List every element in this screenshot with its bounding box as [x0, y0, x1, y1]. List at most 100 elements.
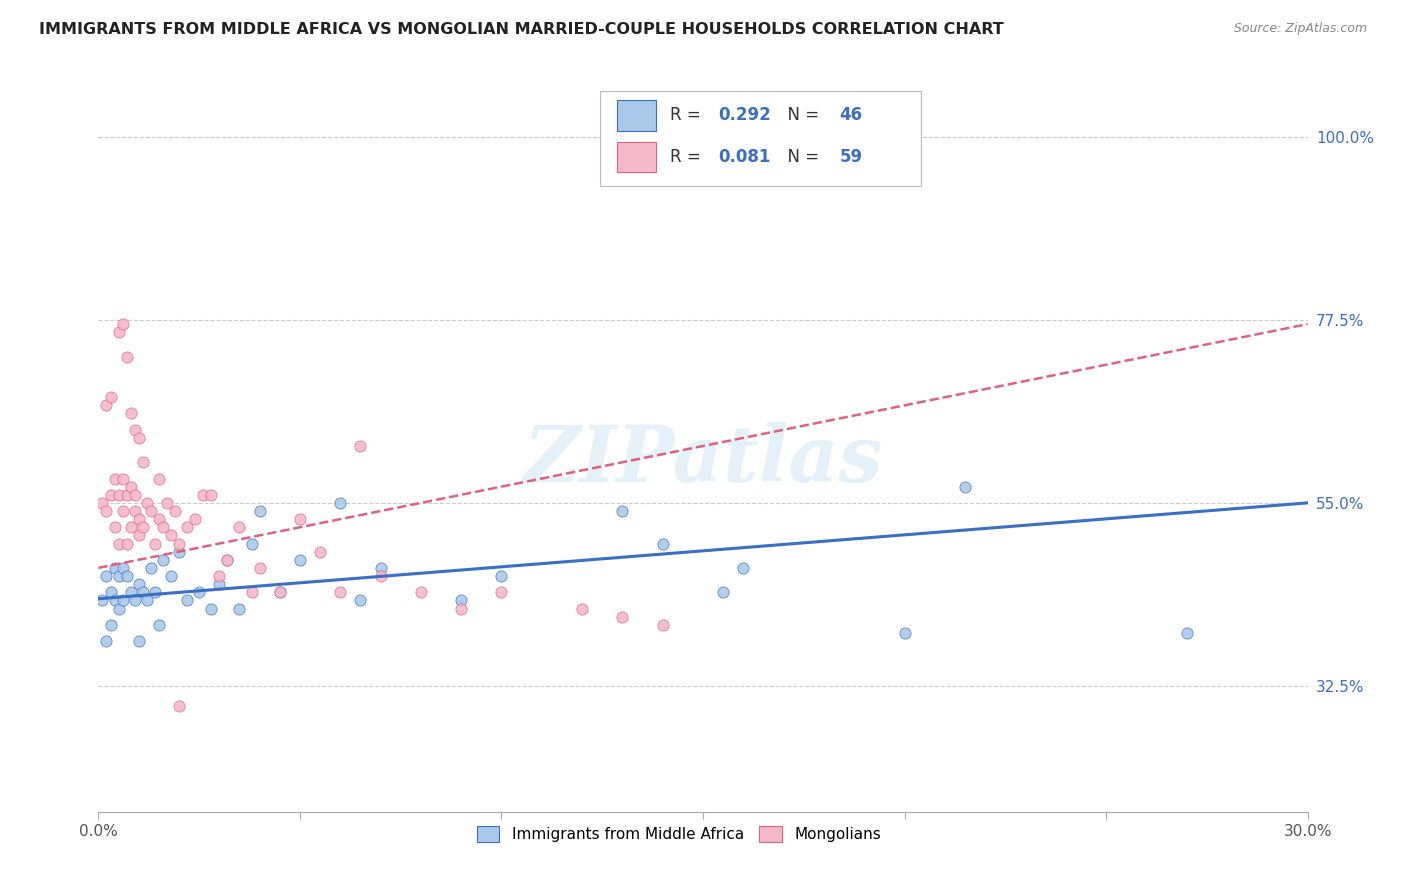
Point	[115, 350, 138, 364]
Point	[128, 577, 150, 591]
Point	[450, 601, 472, 615]
Point	[160, 569, 183, 583]
Point	[107, 601, 129, 615]
Point	[612, 504, 634, 518]
Point	[139, 504, 162, 518]
Point	[148, 512, 170, 526]
Point	[96, 569, 118, 583]
Point	[152, 553, 174, 567]
Point	[329, 496, 352, 510]
Point	[111, 561, 134, 575]
Text: 0.081: 0.081	[718, 148, 770, 166]
Point	[491, 585, 513, 599]
Point	[120, 480, 142, 494]
Point	[103, 471, 125, 485]
Point	[152, 520, 174, 534]
Point	[184, 512, 207, 526]
Point	[128, 528, 150, 542]
Point	[128, 634, 150, 648]
Point	[115, 569, 138, 583]
Point	[349, 593, 371, 607]
Point	[450, 593, 472, 607]
Point	[167, 699, 190, 714]
Point	[96, 398, 118, 412]
Point	[953, 480, 976, 494]
Point	[1175, 626, 1198, 640]
Point	[711, 585, 734, 599]
Point	[128, 431, 150, 445]
Point	[139, 561, 162, 575]
Point	[135, 593, 157, 607]
Point	[240, 585, 263, 599]
Point	[309, 544, 332, 558]
Point	[208, 569, 231, 583]
Point	[124, 593, 146, 607]
Point	[409, 585, 432, 599]
Point	[124, 504, 146, 518]
Text: Source: ZipAtlas.com: Source: ZipAtlas.com	[1233, 22, 1367, 36]
Point	[167, 544, 190, 558]
Point	[132, 455, 155, 469]
Point	[115, 488, 138, 502]
Point	[249, 504, 271, 518]
Point	[329, 585, 352, 599]
Point	[249, 561, 271, 575]
Point	[132, 585, 155, 599]
Point	[200, 601, 222, 615]
Point	[107, 536, 129, 550]
Point	[208, 577, 231, 591]
Point	[107, 325, 129, 339]
Text: R =: R =	[671, 106, 706, 124]
Point	[96, 634, 118, 648]
Point	[228, 520, 250, 534]
Point	[100, 585, 122, 599]
Point	[571, 601, 593, 615]
Point	[217, 553, 239, 567]
Point	[111, 471, 134, 485]
Point	[163, 504, 186, 518]
Point	[100, 617, 122, 632]
Text: 0.292: 0.292	[718, 106, 772, 124]
Point	[107, 488, 129, 502]
Point	[100, 390, 122, 404]
Point	[103, 593, 125, 607]
Point	[893, 626, 915, 640]
Point	[148, 471, 170, 485]
Point	[91, 593, 114, 607]
Point	[107, 569, 129, 583]
Point	[200, 488, 222, 502]
Text: 46: 46	[839, 106, 863, 124]
Point	[143, 536, 166, 550]
Point	[288, 553, 311, 567]
Point	[100, 488, 122, 502]
Point	[111, 593, 134, 607]
Point	[120, 585, 142, 599]
Point	[612, 609, 634, 624]
Point	[269, 585, 291, 599]
Point	[128, 512, 150, 526]
Point	[193, 488, 215, 502]
Point	[651, 617, 673, 632]
FancyBboxPatch shape	[617, 142, 655, 172]
Point	[651, 536, 673, 550]
Point	[132, 520, 155, 534]
Text: N =: N =	[776, 106, 824, 124]
Point	[176, 520, 198, 534]
Point	[188, 585, 211, 599]
FancyBboxPatch shape	[600, 91, 921, 186]
Point	[91, 496, 114, 510]
Point	[148, 617, 170, 632]
Text: N =: N =	[776, 148, 824, 166]
Point	[115, 536, 138, 550]
Point	[135, 496, 157, 510]
Point	[103, 520, 125, 534]
Point	[167, 536, 190, 550]
Point	[124, 488, 146, 502]
Point	[111, 504, 134, 518]
Point	[217, 553, 239, 567]
Point	[288, 512, 311, 526]
Point	[370, 561, 392, 575]
Point	[124, 423, 146, 437]
Point	[111, 317, 134, 331]
Point	[160, 528, 183, 542]
